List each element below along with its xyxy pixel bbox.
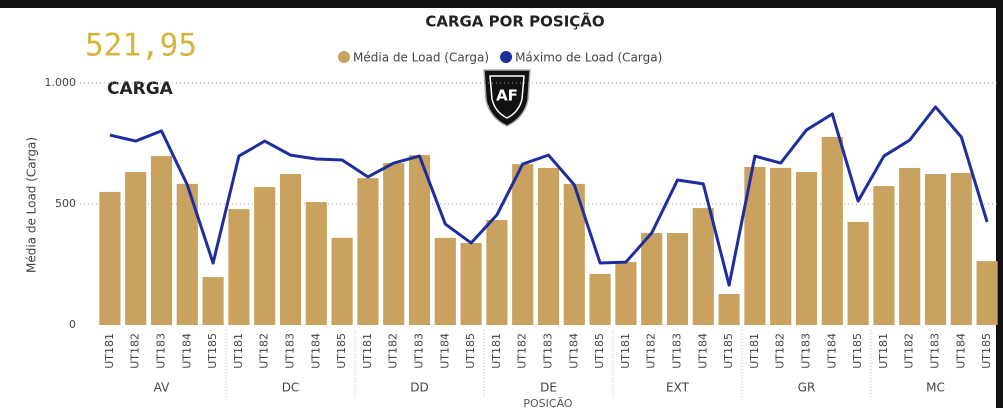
bar [770,167,792,325]
legend-swatch [500,51,513,63]
bar [589,273,611,325]
x-tick-label: UT181 [748,333,761,369]
group-label: AV [154,381,170,395]
x-tick-label: UT184 [696,333,709,369]
bar [99,191,121,325]
svg-text:AF: AF [496,87,518,105]
bar [486,219,508,325]
y-axis-label: Média de Load (Carga) [25,137,39,273]
x-tick-label: UT184 [180,333,193,369]
legend-label: Máximo de Load (Carga) [515,51,662,65]
bar [563,183,585,325]
x-tick-label: UT182 [129,333,142,369]
y-tick-label: 1.000 [45,76,77,89]
x-tick-label: UT181 [490,333,503,369]
bar [692,208,714,325]
x-axis-label: POSIÇÃO [523,397,573,408]
bar [408,155,431,325]
x-tick-label: UT182 [645,333,658,369]
x-tick-label: UT181 [361,333,374,369]
bar [331,237,353,325]
bar [641,233,663,325]
x-tick-label: UT183 [671,333,684,369]
bar [254,187,276,325]
x-tick-label: UT184 [954,333,967,369]
legend-swatch [338,51,350,63]
x-tick-label: UT181 [232,333,245,369]
bar [228,209,250,325]
kpi-label: CARGA [107,79,174,99]
bar [434,237,456,325]
y-tick-label: 0 [69,318,76,331]
x-tick-label: UT182 [516,333,529,369]
bar [460,242,482,325]
x-tick-label: UT185 [206,333,219,369]
x-tick-label: UT183 [413,333,426,369]
x-tick-label: UT182 [903,333,916,369]
x-tick-label: UT184 [825,333,838,369]
bar [512,164,534,325]
chart-title: CARGA POR POSIÇÃO [425,12,604,31]
bar [305,202,327,325]
group-label: EXT [666,381,690,395]
line [109,105,989,287]
bar [125,172,147,325]
x-tick-label: UT181 [103,333,116,369]
bar [150,156,173,325]
bar [357,178,379,325]
legend-label: Média de Load (Carga) [353,51,489,65]
x-tick-label: UT184 [438,333,451,369]
bar [176,183,198,325]
group-label: DD [410,381,428,395]
group-label: MC [926,381,945,395]
y-tick-label: 500 [55,197,76,210]
x-tick-label: UT185 [335,333,348,369]
x-tick-label: UT185 [593,333,606,369]
bar [847,221,869,325]
x-tick-label: UT182 [258,333,271,369]
x-tick-label: UT183 [542,333,555,369]
x-tick-label: UT181 [619,333,632,369]
bar [950,173,972,325]
x-tick-label: UT182 [387,333,400,369]
x-tick-label: UT183 [155,333,168,369]
bar [666,233,689,325]
x-tick-label: UT185 [851,333,864,369]
bar [873,186,895,325]
bar [976,261,998,325]
x-tick-label: UT181 [877,333,890,369]
bar [821,136,843,325]
bar [202,277,224,325]
x-tick-label: UT183 [929,333,942,369]
bar [615,262,637,325]
x-tick-label: UT183 [284,333,297,369]
kpi-value: 521,95 [85,28,197,64]
bar [279,173,302,325]
x-tick-label: UT184 [309,333,322,369]
bar [795,172,818,325]
bar [718,294,740,325]
group-label: GR [798,381,816,395]
x-tick-label: UT183 [800,333,813,369]
bar [924,173,947,325]
group-label: DE [540,381,557,395]
bar [744,166,766,325]
x-tick-label: UT182 [774,333,787,369]
bar [383,163,405,325]
x-tick-label: UT185 [464,333,477,369]
bar [537,167,560,325]
x-tick-label: UT184 [567,333,580,369]
bar [899,167,921,325]
logo: AF [483,69,531,127]
x-tick-label: UT185 [722,333,735,369]
x-tick-label: UT185 [980,333,993,369]
group-label: DC [282,381,300,395]
